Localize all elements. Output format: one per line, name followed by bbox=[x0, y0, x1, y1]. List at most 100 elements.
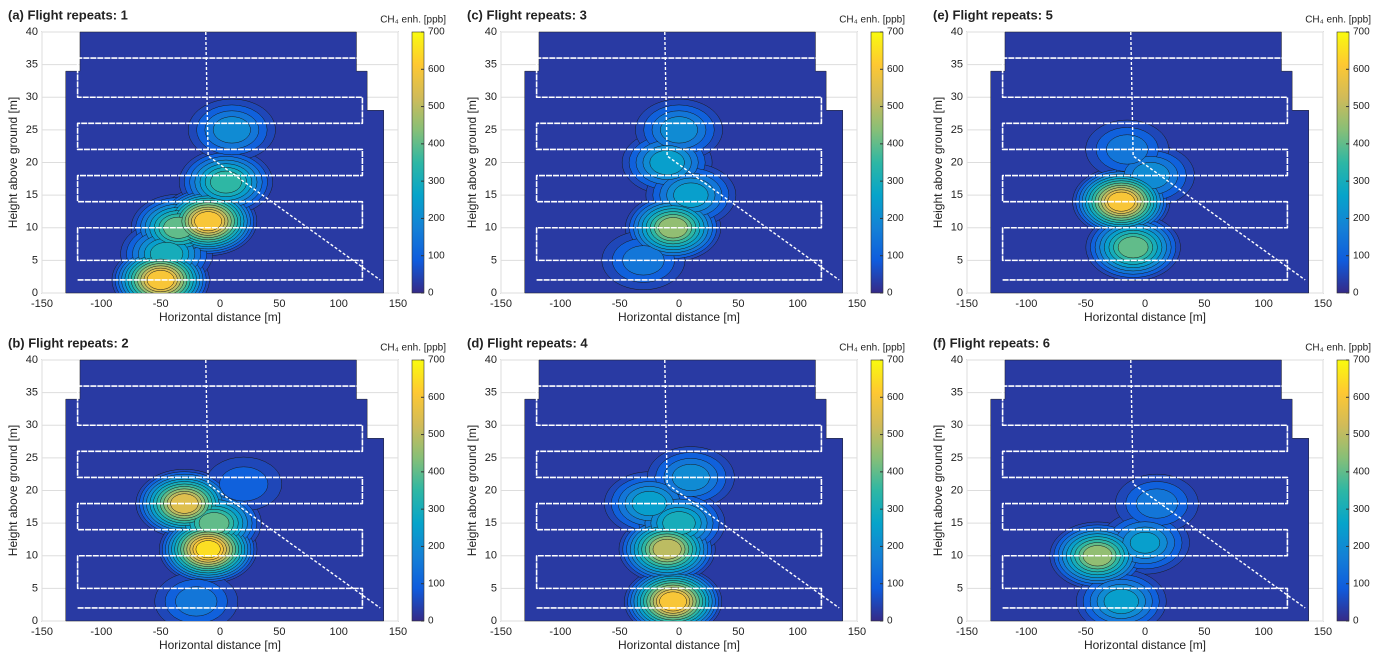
y-axis-label: Height above ground [m] bbox=[465, 97, 479, 228]
y-axis-label: Height above ground [m] bbox=[931, 97, 945, 228]
y-tick-label: 35 bbox=[951, 387, 963, 399]
y-tick-label: 40 bbox=[951, 354, 963, 366]
colorbar bbox=[1336, 359, 1350, 622]
y-tick-label: 20 bbox=[485, 156, 497, 168]
colorbar-tick-label: 100 bbox=[428, 578, 445, 589]
x-tick-label: 100 bbox=[329, 298, 347, 310]
x-tick-label: 50 bbox=[1198, 298, 1210, 310]
colorbar-tick-label: 200 bbox=[428, 541, 445, 552]
x-tick-label: 50 bbox=[732, 626, 744, 638]
y-tick-label: 40 bbox=[26, 26, 38, 38]
x-tick-label: 0 bbox=[1142, 298, 1148, 310]
y-tick-label: 25 bbox=[26, 124, 38, 136]
y-tick-label: 30 bbox=[485, 91, 497, 103]
y-axis-label: Height above ground [m] bbox=[6, 425, 20, 556]
x-tick-label: -150 bbox=[956, 626, 978, 638]
y-tick-label: 15 bbox=[26, 189, 38, 201]
colorbar bbox=[870, 359, 884, 622]
colorbar-tick-label: 200 bbox=[887, 213, 904, 224]
flight-path bbox=[664, 359, 840, 609]
y-tick-label: 15 bbox=[951, 189, 963, 201]
y-tick-label: 35 bbox=[951, 59, 963, 71]
y-tick-label: 0 bbox=[491, 287, 497, 299]
contour-level bbox=[195, 540, 221, 559]
x-tick-label: 100 bbox=[788, 626, 806, 638]
panel-title: (d) Flight repeats: 4 bbox=[467, 335, 588, 350]
colorbar-tick-label: 200 bbox=[1353, 541, 1370, 552]
y-tick-label: 30 bbox=[26, 91, 38, 103]
colorbar-tick-label: 400 bbox=[887, 466, 904, 477]
contour-level bbox=[1129, 531, 1161, 554]
colorbar-tick-label: 700 bbox=[1353, 27, 1370, 38]
y-tick-label: 10 bbox=[485, 550, 497, 562]
panel-title: (a) Flight repeats: 1 bbox=[8, 7, 128, 22]
colorbar-tick-label: 600 bbox=[428, 64, 445, 75]
flight-path bbox=[1001, 385, 1289, 609]
panel-title: (e) Flight repeats: 5 bbox=[933, 7, 1053, 22]
colorbar-tick-label: 0 bbox=[428, 288, 434, 299]
x-axis-label: Horizontal distance [m] bbox=[159, 638, 281, 652]
x-tick-label: 100 bbox=[1254, 626, 1272, 638]
y-axis-label: Height above ground [m] bbox=[465, 425, 479, 556]
colorbar-tick-label: 500 bbox=[428, 429, 445, 440]
colorbar-label: CH₄ enh. [ppb] bbox=[380, 343, 446, 354]
x-tick-label: -100 bbox=[549, 626, 571, 638]
colorbar-tick-label: 0 bbox=[887, 616, 893, 627]
flight-path bbox=[664, 31, 840, 281]
x-tick-label: -100 bbox=[1015, 626, 1037, 638]
x-tick-label: -150 bbox=[490, 298, 512, 310]
colorbar-tick-label: 300 bbox=[887, 176, 904, 187]
colorbar-label: CH₄ enh. [ppb] bbox=[839, 15, 905, 26]
contour-level bbox=[652, 538, 682, 560]
flight-path bbox=[205, 31, 381, 281]
colorbar-tick-label: 500 bbox=[1353, 429, 1370, 440]
colorbar-tick-label: 100 bbox=[887, 578, 904, 589]
colorbar-tick-label: 300 bbox=[1353, 176, 1370, 187]
colorbar-tick-label: 700 bbox=[428, 27, 445, 38]
x-tick-label: 100 bbox=[329, 626, 347, 638]
colorbar-label: CH₄ enh. [ppb] bbox=[380, 15, 446, 26]
x-axis-label: Horizontal distance [m] bbox=[1084, 310, 1206, 324]
x-tick-label: 100 bbox=[1254, 298, 1272, 310]
x-tick-label: -100 bbox=[90, 298, 112, 310]
colorbar-tick-label: 300 bbox=[428, 504, 445, 515]
x-tick-label: 0 bbox=[217, 626, 223, 638]
y-tick-label: 15 bbox=[485, 517, 497, 529]
y-tick-label: 15 bbox=[485, 189, 497, 201]
x-tick-label: 50 bbox=[273, 626, 285, 638]
colorbar-tick-label: 0 bbox=[887, 288, 893, 299]
x-tick-label: 50 bbox=[1198, 626, 1210, 638]
y-tick-label: 5 bbox=[491, 254, 497, 266]
y-axis-label: Height above ground [m] bbox=[931, 425, 945, 556]
x-tick-label: 150 bbox=[1314, 298, 1332, 310]
contour-level bbox=[659, 591, 687, 612]
colorbar-tick-label: 500 bbox=[428, 101, 445, 112]
flight-path bbox=[76, 385, 364, 609]
y-tick-label: 0 bbox=[32, 615, 38, 627]
y-tick-label: 20 bbox=[485, 484, 497, 496]
y-tick-label: 25 bbox=[951, 124, 963, 136]
contour-level bbox=[660, 116, 698, 144]
x-tick-label: -100 bbox=[549, 298, 571, 310]
flight-path bbox=[1130, 31, 1306, 281]
flight-path bbox=[76, 57, 364, 281]
y-tick-label: 40 bbox=[951, 26, 963, 38]
colorbar-tick-label: 600 bbox=[1353, 392, 1370, 403]
colorbar-label: CH₄ enh. [ppb] bbox=[839, 343, 905, 354]
colorbar-tick-label: 600 bbox=[887, 64, 904, 75]
flight-path bbox=[535, 57, 823, 281]
x-tick-label: 0 bbox=[217, 298, 223, 310]
x-tick-label: -50 bbox=[153, 626, 169, 638]
x-tick-label: 0 bbox=[1142, 626, 1148, 638]
colorbar-tick-label: 300 bbox=[887, 504, 904, 515]
y-tick-label: 5 bbox=[32, 254, 38, 266]
y-tick-label: 10 bbox=[26, 550, 38, 562]
colorbar-label: CH₄ enh. [ppb] bbox=[1305, 15, 1371, 26]
colorbar-tick-label: 200 bbox=[1353, 213, 1370, 224]
colorbar-tick-label: 700 bbox=[1353, 355, 1370, 366]
contour-level bbox=[1117, 236, 1149, 259]
y-tick-label: 30 bbox=[951, 419, 963, 431]
contour-level bbox=[212, 116, 251, 144]
y-tick-label: 5 bbox=[491, 582, 497, 594]
